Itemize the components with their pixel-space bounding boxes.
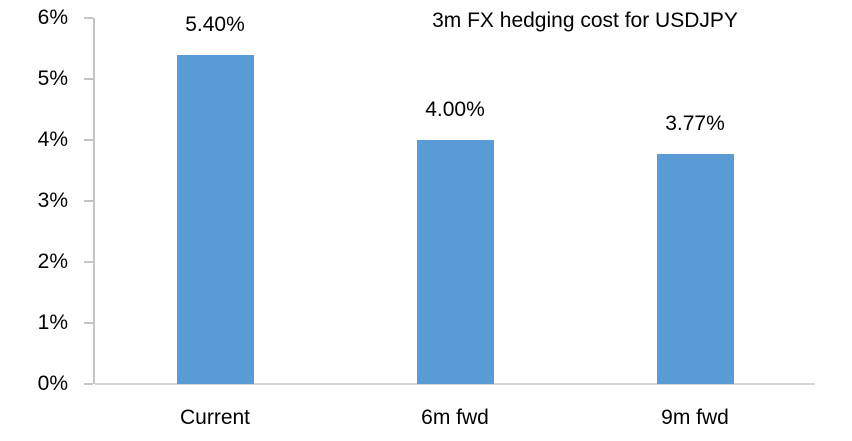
data-label-current: 5.40% — [185, 12, 245, 36]
data-label-9m-fwd: 3.77% — [665, 112, 725, 136]
y-axis-line — [93, 18, 95, 384]
x-axis-line — [95, 383, 815, 385]
y-axis-tick-label: 2% — [37, 250, 68, 273]
y-axis-tick-label: 6% — [37, 6, 68, 29]
data-label-6m-fwd: 4.00% — [425, 98, 485, 121]
chart-title: 3m FX hedging cost for USDJPY — [432, 9, 738, 32]
bar-current — [176, 54, 254, 384]
y-axis-tick-label: 4% — [37, 128, 68, 151]
y-axis-tick — [84, 261, 93, 263]
y-axis-tick — [84, 78, 93, 80]
y-axis-tick — [84, 139, 93, 141]
y-axis-tick-label: 3% — [37, 189, 68, 212]
y-axis-tick-label: 5% — [37, 67, 68, 90]
y-axis-tick-label: 1% — [37, 311, 68, 334]
y-axis-tick — [84, 17, 93, 19]
y-axis-tick — [84, 322, 93, 324]
y-axis-tick — [84, 200, 93, 202]
category-label-6m-fwd: 6m fwd — [421, 406, 489, 429]
bar-6m-fwd — [416, 140, 494, 384]
category-label-9m-fwd: 9m fwd — [661, 406, 729, 429]
y-axis-tick — [84, 383, 93, 385]
category-label-current: Current — [179, 406, 251, 429]
y-axis-tick-label: 0% — [37, 372, 68, 395]
bar-9m-fwd — [656, 154, 734, 384]
